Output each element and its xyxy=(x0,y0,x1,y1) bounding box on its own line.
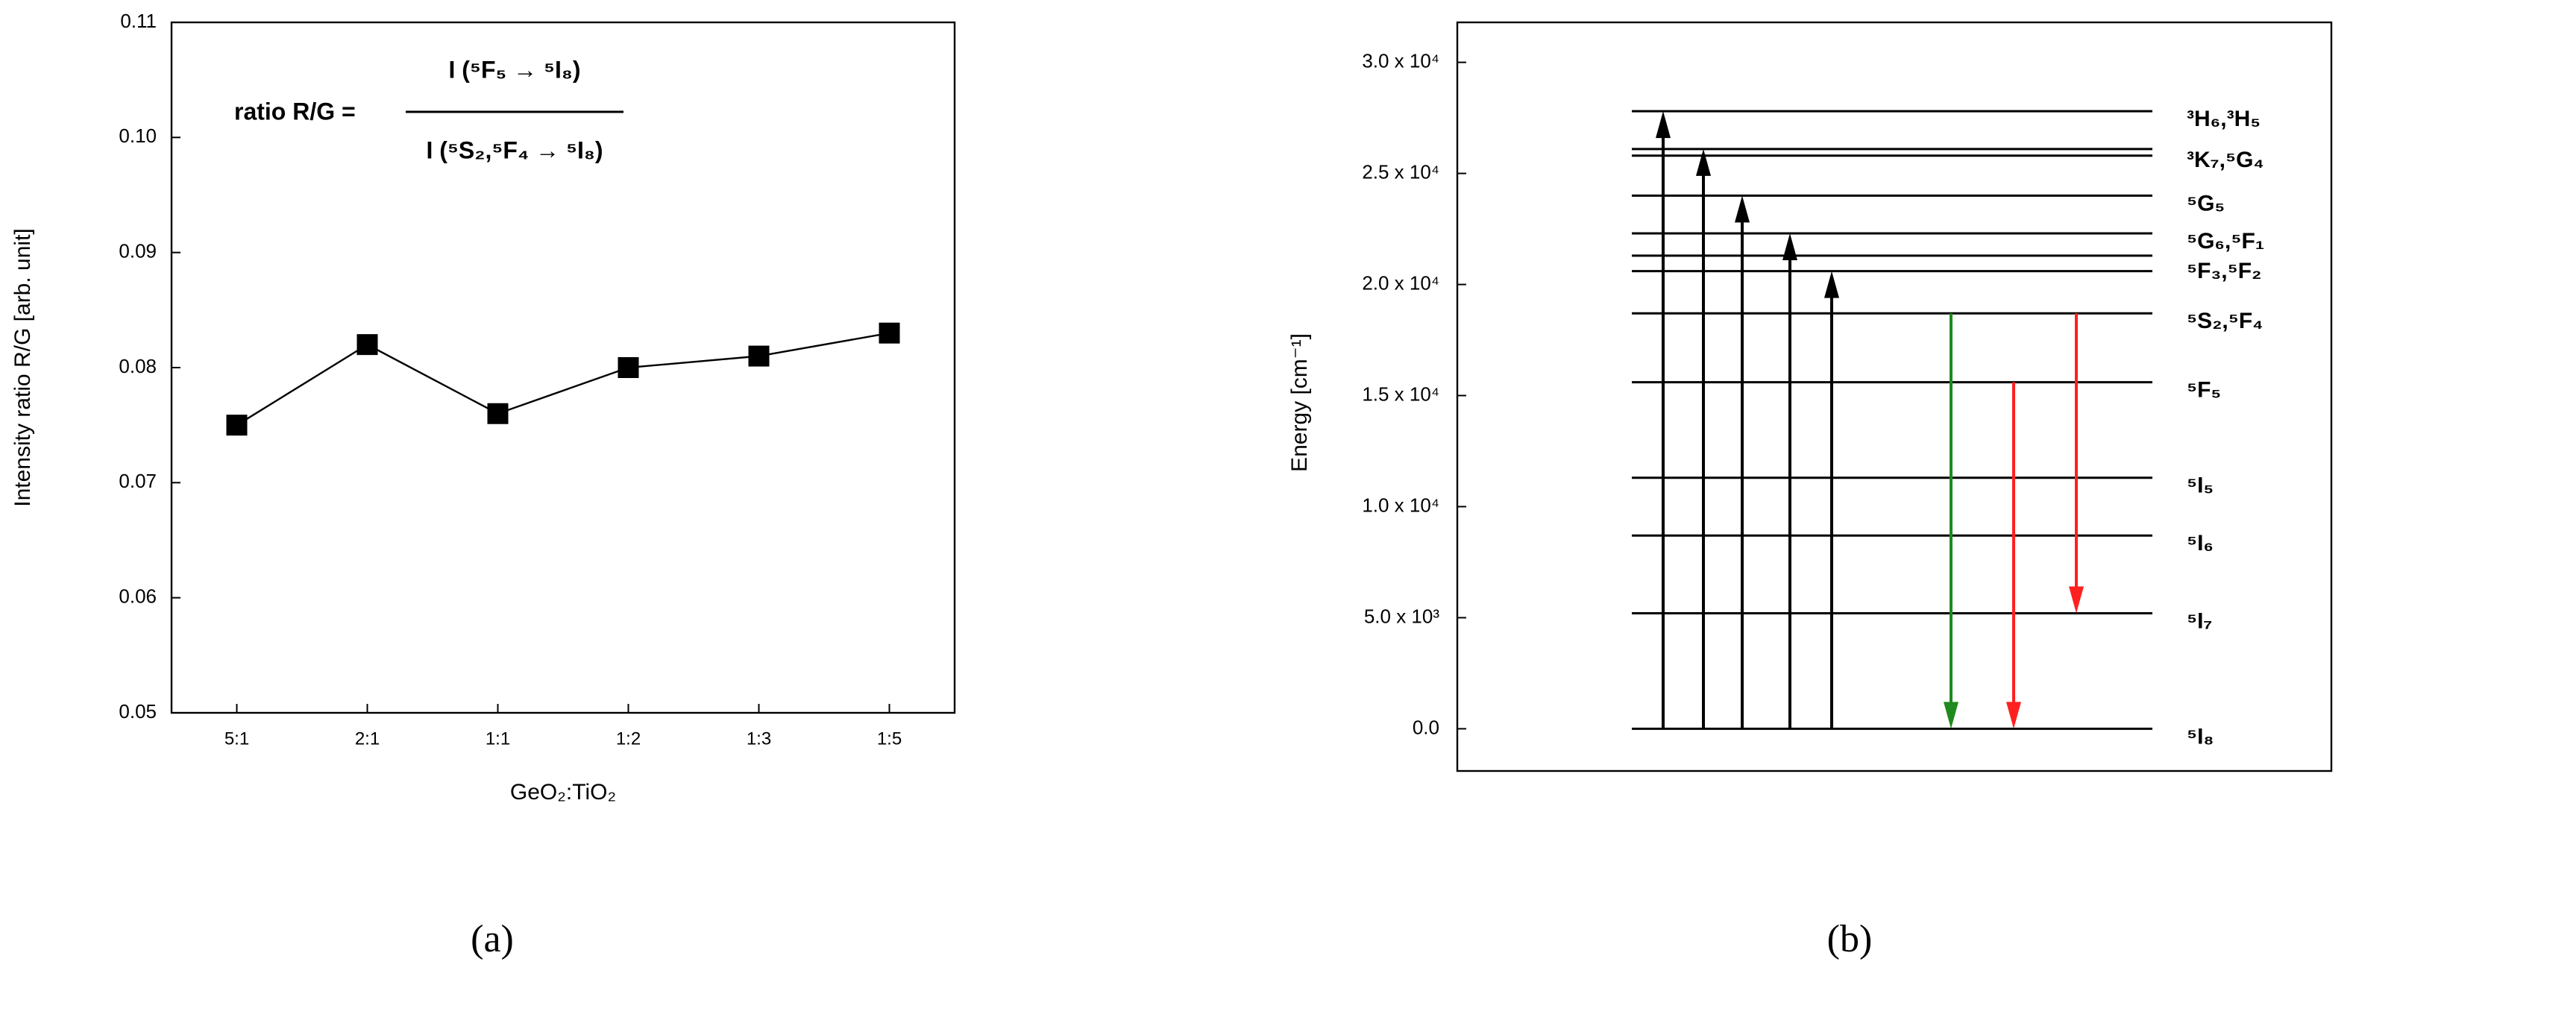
level-label: ⁵F₃,⁵F₂ xyxy=(2187,259,2261,283)
panel-label: (a) xyxy=(471,918,514,960)
y-tick-label: 3.0 x 10⁴ xyxy=(1362,50,1439,72)
arrowhead xyxy=(1696,148,1711,176)
y-tick-label: 2.0 x 10⁴ xyxy=(1362,271,1439,294)
y-tick-label: 2.5 x 10⁴ xyxy=(1362,160,1439,183)
y-tick-label: 0.05 xyxy=(119,700,157,723)
level-label: ⁵I₇ xyxy=(2187,608,2212,633)
arrowhead xyxy=(1782,233,1797,261)
x-tick-label: 1:5 xyxy=(877,728,902,749)
level-label: ⁵F₅ xyxy=(2187,378,2221,403)
x-tick-label: 1:1 xyxy=(486,728,510,749)
arrowhead xyxy=(1735,195,1750,223)
plot-frame xyxy=(1456,21,2333,772)
data-marker xyxy=(879,322,900,344)
data-marker xyxy=(748,345,770,367)
y-tick-label: 5.0 x 10³ xyxy=(1364,605,1440,627)
x-axis-label: GeO₂:TiO₂ xyxy=(510,780,616,805)
formula-left: ratio R/G = xyxy=(234,98,356,125)
data-marker xyxy=(618,357,639,378)
level-label: ⁵G₅ xyxy=(2187,191,2225,215)
plot-frame xyxy=(170,21,956,714)
y-tick-label: 1.5 x 10⁴ xyxy=(1362,383,1439,405)
y-tick-label: 0.06 xyxy=(119,585,157,608)
arrowhead xyxy=(2069,586,2084,614)
y-axis-label: Energy [cm⁻¹] xyxy=(1287,333,1312,472)
level-label: ⁵G₆,⁵F₁ xyxy=(2187,229,2264,254)
data-marker xyxy=(356,334,378,356)
arrowhead xyxy=(1824,271,1839,298)
arrowhead xyxy=(1656,111,1671,139)
formula-denominator: I (⁵S₂,⁵F₄ → ⁵I₈) xyxy=(426,136,603,163)
arrowhead xyxy=(1944,702,1958,729)
y-tick-label: 0.08 xyxy=(119,355,157,377)
data-marker xyxy=(226,415,248,436)
data-marker xyxy=(487,403,509,424)
y-tick-label: 0.11 xyxy=(120,10,157,32)
y-tick-label: 0.09 xyxy=(119,240,157,262)
panel-label: (b) xyxy=(1827,918,1873,960)
x-tick-label: 1:3 xyxy=(747,728,771,749)
y-tick-label: 0.07 xyxy=(119,470,157,492)
y-tick-label: 0.10 xyxy=(119,125,157,147)
formula-numerator: I (⁵F₅ → ⁵I₈) xyxy=(448,56,580,83)
level-label: ⁵S₂,⁵F₄ xyxy=(2187,309,2263,333)
x-tick-label: 5:1 xyxy=(224,728,249,749)
level-label: ⁵I₅ xyxy=(2187,473,2214,498)
level-label: ⁵I₆ xyxy=(2187,531,2214,555)
data-line xyxy=(236,332,890,426)
arrowhead xyxy=(2006,702,2021,729)
x-tick-label: 1:2 xyxy=(616,728,641,749)
level-label: ³K₇,⁵G₄ xyxy=(2187,148,2264,172)
x-tick-label: 2:1 xyxy=(355,728,380,749)
y-axis-label: Intensity ratio R/G [arb. unit] xyxy=(10,228,35,507)
y-tick-label: 1.0 x 10⁴ xyxy=(1362,494,1439,516)
y-tick-label: 0.0 xyxy=(1413,716,1439,738)
level-label: ³H₆,³H₅ xyxy=(2187,107,2261,131)
level-label: ⁵I₈ xyxy=(2187,724,2214,749)
